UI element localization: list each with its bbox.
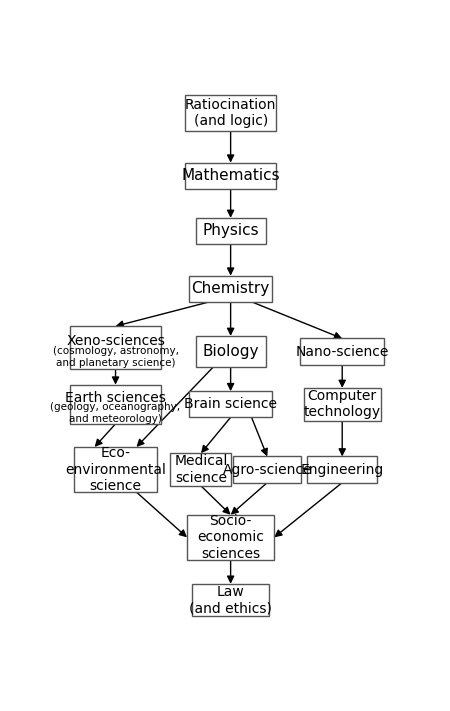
FancyBboxPatch shape — [301, 338, 384, 365]
FancyBboxPatch shape — [171, 453, 231, 486]
Text: Xeno-sciences: Xeno-sciences — [66, 334, 165, 348]
Text: Agro-science: Agro-science — [222, 463, 312, 476]
Text: Computer
technology: Computer technology — [304, 389, 381, 419]
FancyBboxPatch shape — [233, 456, 301, 483]
Text: Law
(and ethics): Law (and ethics) — [189, 585, 272, 615]
Text: Earth sciences: Earth sciences — [65, 391, 166, 405]
Text: (cosmology, astronomy,
and planetary science): (cosmology, astronomy, and planetary sci… — [53, 346, 179, 368]
FancyBboxPatch shape — [192, 584, 269, 616]
FancyBboxPatch shape — [196, 336, 266, 367]
FancyBboxPatch shape — [185, 95, 276, 131]
Text: Mathematics: Mathematics — [181, 169, 280, 183]
Text: Socio-
economic
sciences: Socio- economic sciences — [197, 514, 264, 560]
FancyBboxPatch shape — [70, 385, 161, 424]
FancyBboxPatch shape — [70, 326, 161, 369]
Text: Ratiocination
(and logic): Ratiocination (and logic) — [185, 98, 276, 128]
Text: Biology: Biology — [202, 344, 259, 359]
Text: Engineering: Engineering — [301, 463, 384, 476]
FancyBboxPatch shape — [304, 388, 381, 421]
Text: Medical
science: Medical science — [174, 454, 228, 485]
Text: Chemistry: Chemistry — [192, 282, 270, 296]
FancyBboxPatch shape — [74, 447, 158, 492]
Text: Nano-science: Nano-science — [296, 345, 389, 358]
FancyBboxPatch shape — [307, 456, 377, 483]
Text: Eco-
environmental
science: Eco- environmental science — [65, 447, 166, 493]
FancyBboxPatch shape — [189, 391, 273, 417]
Text: Physics: Physics — [202, 223, 259, 238]
FancyBboxPatch shape — [185, 163, 276, 189]
FancyBboxPatch shape — [196, 218, 266, 244]
FancyBboxPatch shape — [189, 276, 273, 301]
Text: (geology, oceanography,
and meteorology): (geology, oceanography, and meteorology) — [50, 402, 180, 424]
FancyBboxPatch shape — [187, 515, 274, 560]
Text: Brain science: Brain science — [184, 397, 277, 411]
